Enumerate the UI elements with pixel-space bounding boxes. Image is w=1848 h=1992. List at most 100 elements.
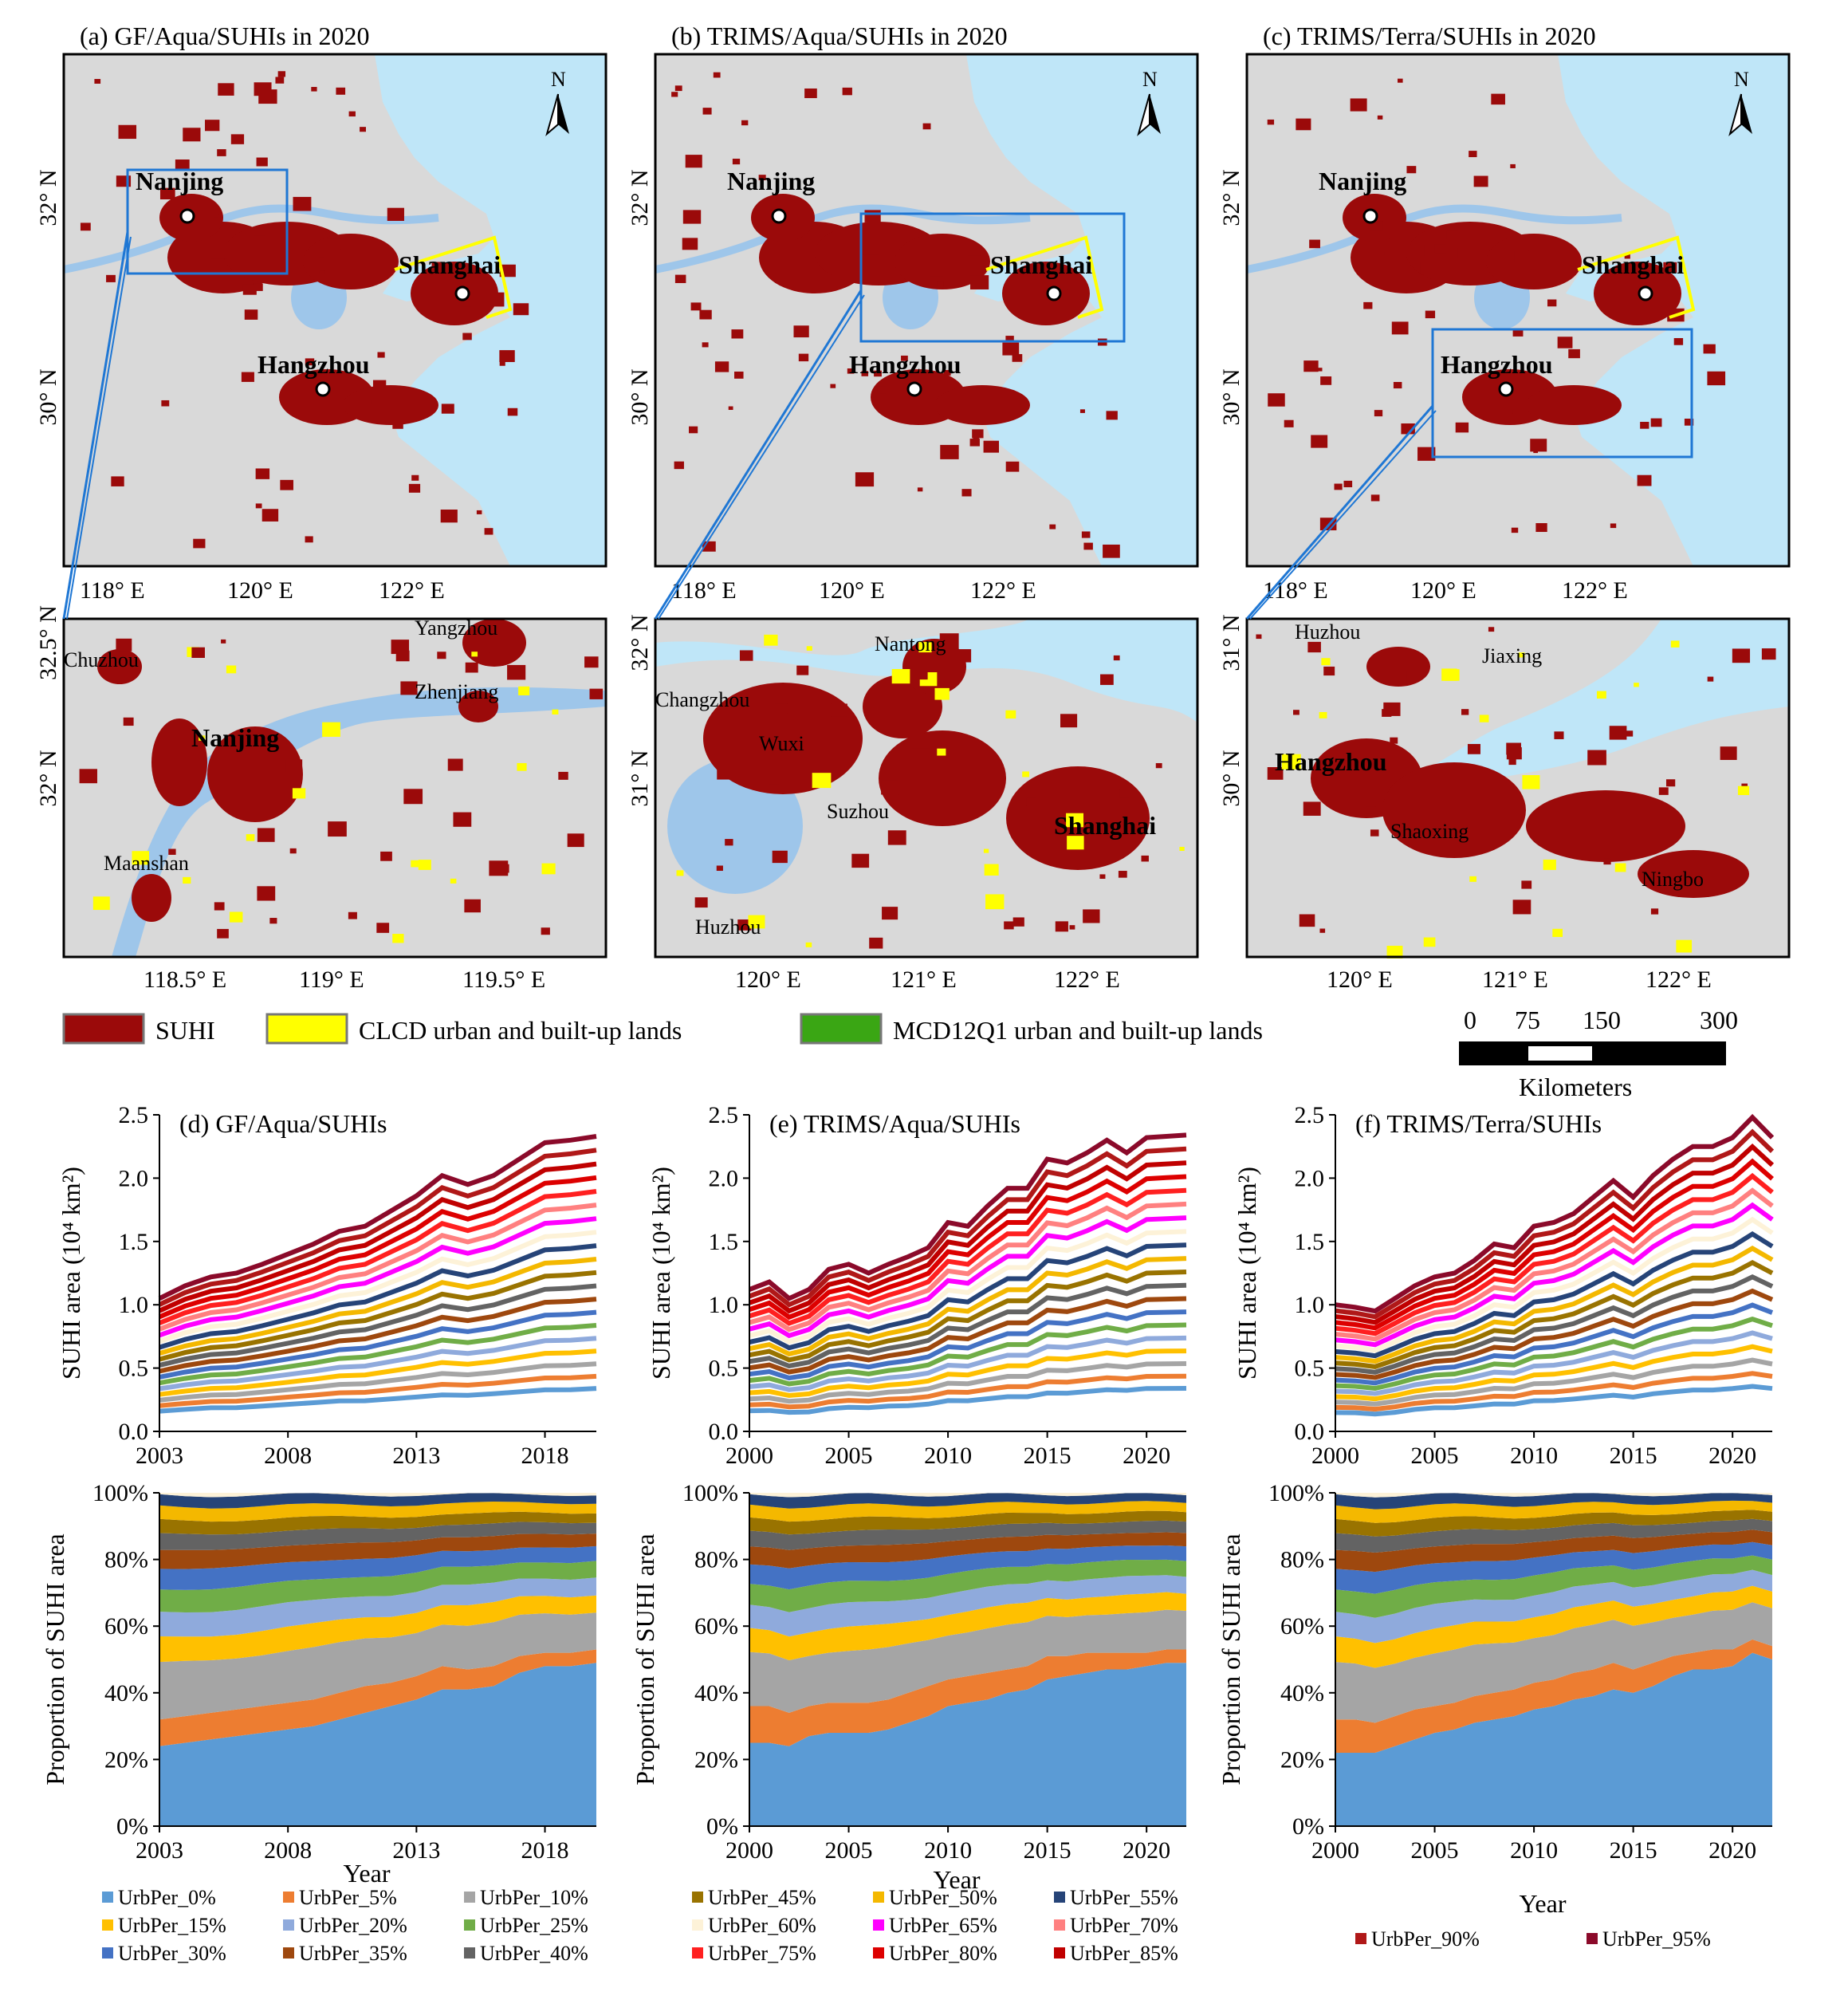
inset-patch: [391, 640, 410, 655]
y-tick-label: 0.5: [709, 1356, 739, 1382]
suhi-patch: [847, 368, 855, 374]
inset-patch: [132, 851, 150, 865]
suhi-patch: [874, 370, 882, 377]
series-lines: [158, 1134, 597, 1414]
suhi-patch: [441, 404, 454, 414]
inset-patch: [716, 865, 723, 872]
suhi-patch: [734, 371, 744, 379]
suhi-patch: [731, 329, 744, 339]
inset-patch: [939, 633, 959, 649]
inset-lon-label: 122° E: [1646, 966, 1712, 993]
chart-panels: (d) GF/Aqua/SUHIs 0.0 0.5 1.0 1.5 2.0 2.5 2003 2…: [41, 1102, 1775, 1918]
city-marker: [454, 285, 470, 301]
suhi-patch: [1370, 221, 1383, 231]
inset-patch: [772, 850, 788, 864]
inset-patch: [567, 833, 584, 848]
inset-patch: [1383, 702, 1401, 716]
lat-label: 30° N: [627, 368, 653, 425]
x-axis-label: Year: [1520, 1889, 1567, 1918]
inset-lon-label: 120° E: [1327, 966, 1393, 993]
inset-patch: [983, 848, 989, 853]
inset-patch: [1423, 937, 1436, 947]
series-area-UrbPer_20%: [1335, 1569, 1772, 1644]
inset-lat-label: 32° N: [627, 614, 653, 671]
inset-patch: [1323, 666, 1335, 676]
suhi-patch: [1005, 336, 1014, 343]
chart-title: (e) TRIMS/Aqua/SUHIs: [769, 1109, 1020, 1138]
series-legend-swatch: [692, 1919, 703, 1931]
y-tick-label: 40%: [1280, 1680, 1324, 1707]
inset-frame: [62, 617, 607, 959]
suhi-patch: [1393, 381, 1402, 389]
suhi-patch: [214, 214, 219, 218]
suhi-patch: [1005, 461, 1020, 472]
north-arrow: N: [545, 68, 569, 136]
inset-patch: [1386, 945, 1403, 959]
inset-city-label: Chuzhou: [64, 648, 139, 671]
suhi-patch: [983, 440, 999, 453]
suhi-patch: [1473, 175, 1488, 187]
series-area-UrbPer_10%: [749, 1609, 1186, 1713]
inset-patch: [984, 864, 999, 876]
series-area-UrbPer_0%: [749, 1663, 1186, 1826]
city-marker: [1046, 285, 1062, 301]
inset-patch: [322, 722, 340, 737]
y-tick-label: 0.0: [119, 1419, 149, 1445]
y-tick-label: 0%: [1292, 1813, 1324, 1840]
suhi-patch: [703, 683, 863, 794]
inset-patch: [1022, 771, 1029, 778]
inset-patch: [1256, 634, 1262, 640]
series-legend-swatch: [283, 1892, 294, 1903]
lon-label: 120° E: [1410, 577, 1476, 604]
series-line-UrbPer_45%: [1335, 1260, 1774, 1369]
inset-frame: [654, 617, 1199, 959]
chart-title: (f) TRIMS/Terra/SUHIs: [1355, 1109, 1602, 1138]
series-area-UrbPer_30%: [749, 1545, 1186, 1590]
series-area-UrbPer_20%: [749, 1575, 1186, 1637]
inset-patch: [472, 639, 490, 653]
x-tick-label: 2003: [136, 1837, 183, 1864]
x-tick-label: 2015: [1610, 1443, 1657, 1469]
suhi-patch: [685, 155, 702, 168]
suhi-patch: [305, 358, 315, 366]
x-tick-label: 2015: [1024, 1443, 1071, 1469]
inset-patch: [471, 652, 478, 657]
inset-patch: [1554, 731, 1564, 739]
series-legend-swatch: [1054, 1947, 1065, 1959]
y-tick-label: 1.5: [119, 1229, 149, 1255]
suhi-patch: [319, 257, 324, 262]
suhi-patch: [387, 207, 404, 221]
inset-lat-label: 32.5° N: [35, 605, 61, 680]
x-tick-label: 2005: [1411, 1837, 1459, 1864]
series-legend-swatch: [464, 1892, 475, 1903]
inset-patch: [1737, 785, 1750, 796]
legend-swatch: [62, 1013, 145, 1045]
suhi-patch: [305, 536, 313, 543]
y-axis-label: Proportion of SUHI area: [631, 1533, 659, 1785]
series-line-UrbPer_85%: [749, 1160, 1187, 1314]
inset-patch: [1060, 714, 1078, 728]
series-legend-label: UrbPer_65%: [889, 1914, 997, 1937]
series-line-UrbPer_50%: [1335, 1246, 1774, 1364]
suhi-patch: [732, 159, 741, 165]
x-tick-label: 2020: [1123, 1837, 1170, 1864]
series-line-UrbPer_65%: [158, 1216, 597, 1338]
suhi-patch: [364, 399, 372, 405]
inset-patch: [1634, 683, 1639, 687]
series-area-UrbPer_40%: [749, 1520, 1186, 1550]
chart-2: (f) TRIMS/Terra/SUHIs 0.0 0.5 1.0 1.5 2.0 2.5 2…: [1233, 1102, 1775, 1469]
inset-patch: [1521, 880, 1532, 889]
series-legend-label: UrbPer_35%: [299, 1942, 407, 1965]
x-axis-label: Year: [344, 1859, 391, 1888]
suhi-patch: [132, 874, 171, 922]
series-line-UrbPer_15%: [159, 1348, 597, 1397]
inset-patch: [805, 942, 812, 947]
inset-patch: [1370, 829, 1379, 837]
inset-city-label: Shanghai: [1054, 811, 1156, 840]
series-legend-label: UrbPer_5%: [299, 1886, 397, 1909]
suhi-patch: [1268, 393, 1285, 407]
x-tick-label: 2005: [1411, 1443, 1459, 1469]
suhi-patch: [793, 325, 809, 338]
suhi-patch: [462, 619, 526, 667]
city-label: Shanghai: [399, 250, 501, 279]
